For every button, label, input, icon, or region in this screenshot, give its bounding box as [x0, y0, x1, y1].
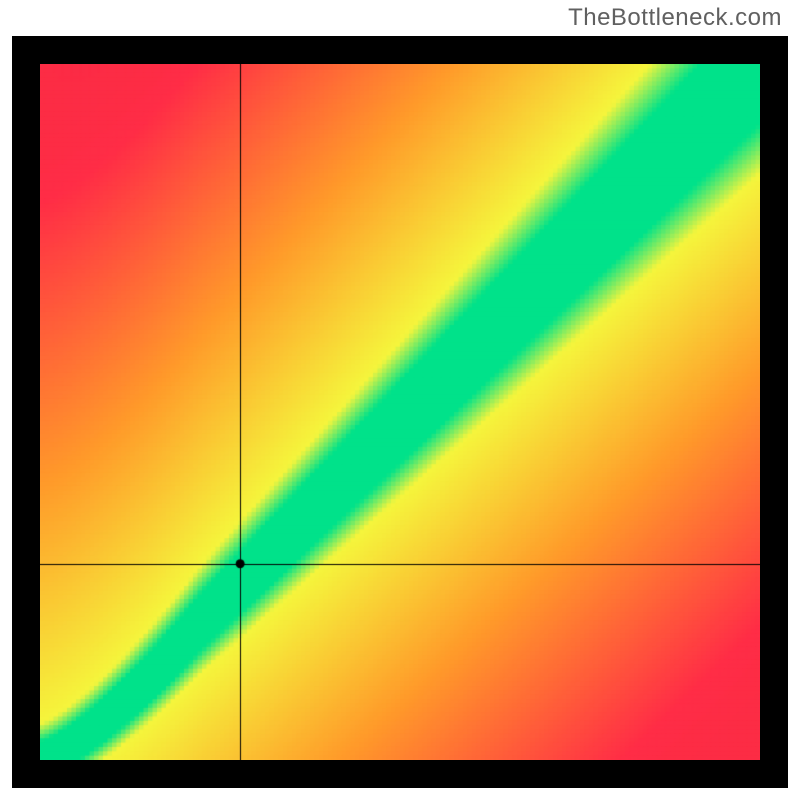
attribution-label: TheBottleneck.com: [568, 4, 782, 32]
chart-container: TheBottleneck.com: [0, 0, 800, 800]
crosshair-overlay: [40, 64, 760, 760]
plot-area: [12, 36, 788, 788]
